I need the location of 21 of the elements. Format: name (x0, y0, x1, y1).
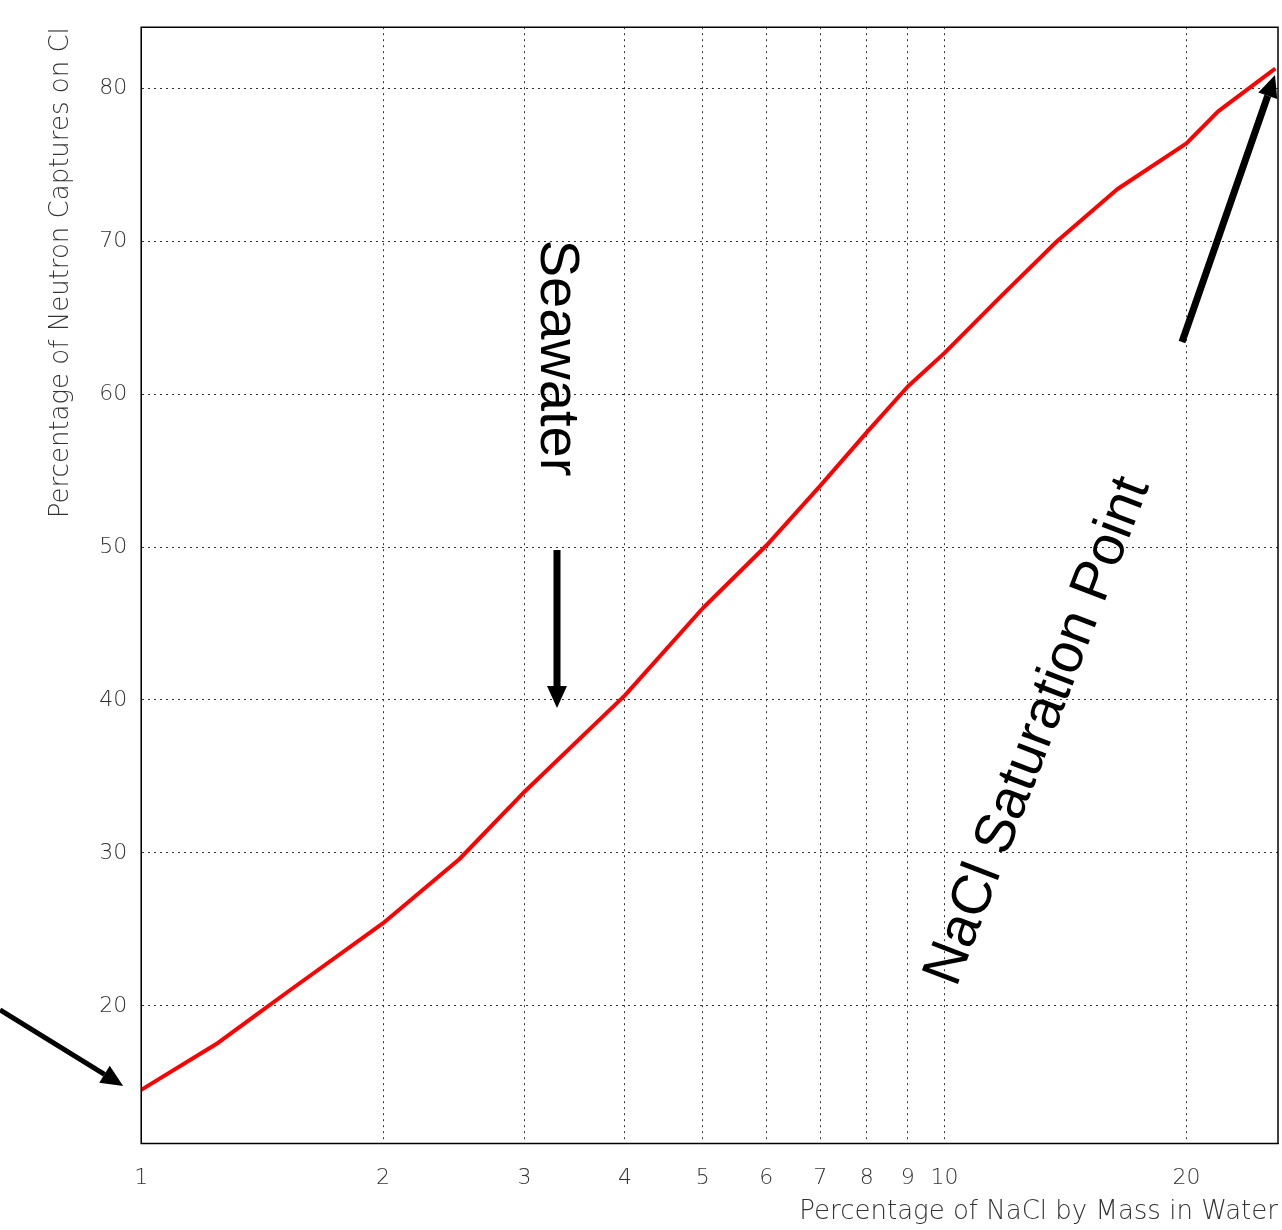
y-tick-label: 30 (99, 838, 128, 864)
y-axis-title: Percentage of Neutron Captures on Cl (44, 27, 75, 519)
y-tick-label: 40 (99, 685, 128, 711)
y-tick-label: 60 (99, 379, 128, 405)
x-tick-label: 2 (376, 1164, 391, 1190)
y-tick-label: 20 (99, 991, 128, 1017)
annotation: Seawater (529, 239, 592, 477)
x-tick-label: 6 (759, 1164, 774, 1190)
x-tick-label: 20 (1172, 1164, 1201, 1190)
y-tick-label: 50 (99, 532, 128, 558)
x-tick-label: 4 (617, 1164, 632, 1190)
x-tick-label: 10 (930, 1164, 959, 1190)
x-axis-title: Percentage of NaCl by Mass in Water (799, 1195, 1279, 1226)
x-tick-label: 3 (517, 1164, 532, 1190)
y-tick-label: 80 (99, 74, 128, 100)
x-tick-label: 5 (695, 1164, 710, 1190)
x-tick-label: 7 (813, 1164, 828, 1190)
x-tick-label: 1 (134, 1164, 149, 1190)
x-tick-label: 8 (859, 1164, 874, 1190)
y-tick-label: 70 (99, 226, 128, 252)
x-tick-label: 9 (900, 1164, 915, 1190)
